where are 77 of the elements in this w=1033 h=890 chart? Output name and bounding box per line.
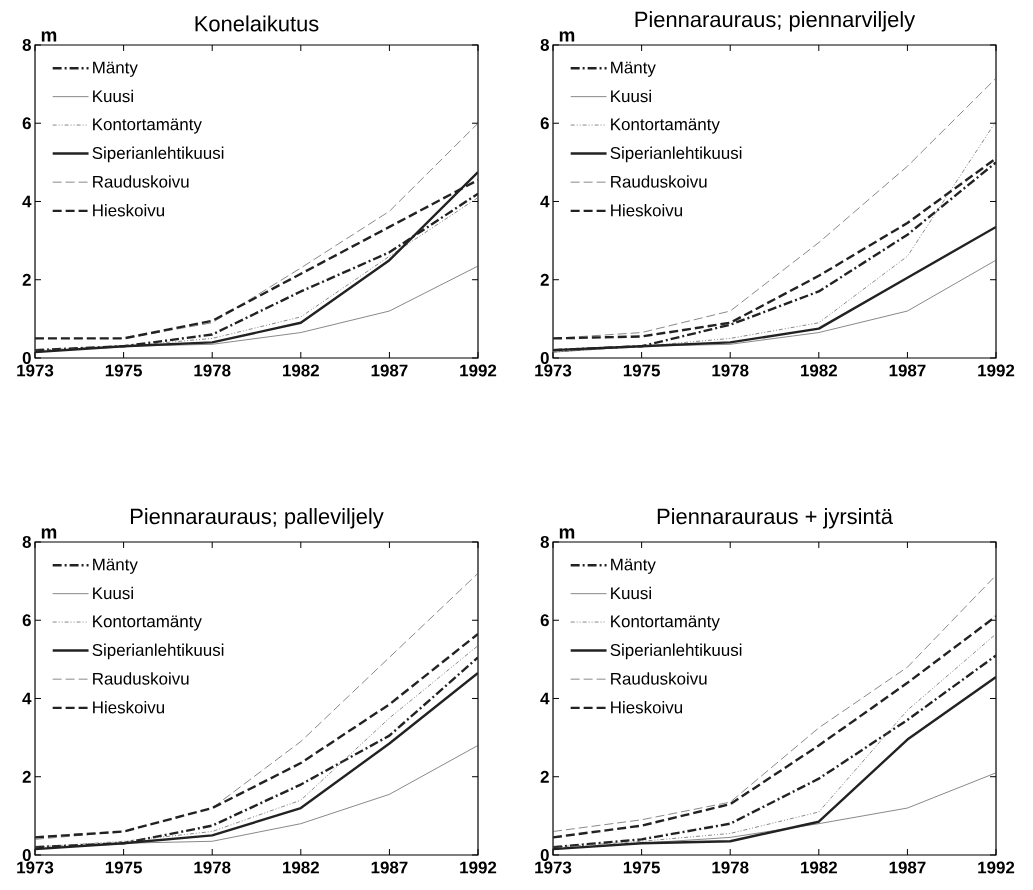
y-tick-label: 8 — [22, 38, 31, 51]
legend-label: Rauduskoivu — [93, 175, 189, 188]
y-tick-label: 4 — [22, 195, 32, 208]
x-tick-label: 1982 — [283, 364, 319, 377]
y-axis-title: m — [559, 31, 575, 42]
x-tick-label: 1992 — [978, 861, 1015, 874]
x-tick-label: 1982 — [801, 364, 837, 377]
x-tick-label: 1975 — [105, 861, 142, 874]
y-tick-label: 6 — [540, 614, 549, 627]
legend-label: Kuusi — [93, 89, 133, 103]
x-tick-label: 1975 — [105, 364, 142, 377]
legend-label: Mänty — [611, 558, 656, 574]
legend-label: Siperianlehtikuusi — [610, 643, 742, 660]
line-series — [35, 572, 479, 840]
y-tick-label: 0 — [22, 351, 31, 364]
y-tick-label: 4 — [540, 195, 550, 208]
x-tick-label: 1987 — [889, 861, 926, 874]
legend-label: Kuusi — [611, 586, 651, 600]
x-tick-label: 1987 — [371, 861, 408, 874]
y-tick-label: 0 — [22, 848, 31, 861]
y-tick-label: 8 — [22, 535, 31, 548]
y-axis-title: m — [41, 31, 57, 42]
y-tick-label: 2 — [540, 770, 549, 783]
legend-label: Kontortamänty — [93, 118, 202, 134]
legend-label: Rauduskoivu — [611, 672, 707, 685]
legend-label: Mänty — [611, 61, 656, 77]
legend-label: Hieskoivu — [93, 204, 165, 217]
y-tick-label: 0 — [540, 848, 549, 861]
y-tick-label: 2 — [540, 273, 549, 286]
legend-label: Hieskoivu — [611, 204, 683, 217]
legend-label: Siperianlehtikuusi — [92, 146, 224, 163]
y-tick-label: 4 — [22, 692, 32, 705]
x-tick-label: 1975 — [623, 364, 660, 377]
y-tick-label: 8 — [540, 535, 549, 548]
legend-label: Rauduskoivu — [93, 672, 189, 685]
legend-label: Rauduskoivu — [611, 175, 707, 188]
x-tick-label: 1992 — [978, 364, 1015, 377]
x-tick-label: 1982 — [283, 861, 319, 874]
x-tick-label: 1973 — [535, 364, 572, 377]
x-tick-label: 1992 — [460, 861, 497, 874]
x-tick-label: 1992 — [460, 364, 497, 377]
x-tick-label: 1987 — [371, 364, 408, 377]
x-tick-label: 1973 — [17, 364, 54, 377]
y-tick-label: 6 — [22, 117, 31, 130]
chart-title: Konelaikutus — [195, 15, 319, 32]
legend-label: Kuusi — [611, 89, 651, 103]
legend-label: Mänty — [93, 558, 138, 574]
y-tick-label: 0 — [540, 351, 549, 364]
y-tick-label: 6 — [540, 117, 549, 130]
y-axis-title: m — [559, 528, 575, 539]
legend-label: Kontortamänty — [93, 615, 202, 631]
legend-label: Kontortamänty — [611, 615, 720, 631]
x-tick-label: 1978 — [712, 364, 749, 377]
x-tick-label: 1975 — [623, 861, 660, 874]
y-tick-label: 2 — [22, 273, 31, 286]
x-tick-label: 1973 — [17, 861, 54, 874]
x-tick-label: 1982 — [801, 861, 837, 874]
y-tick-label: 8 — [540, 38, 549, 51]
y-axis-title: m — [41, 528, 57, 539]
x-tick-label: 1978 — [712, 861, 749, 874]
y-tick-label: 6 — [22, 614, 31, 627]
legend-label: Siperianlehtikuusi — [610, 146, 742, 163]
x-tick-label: 1978 — [194, 861, 231, 874]
legend-label: Hieskoivu — [611, 701, 683, 714]
x-tick-label: 1987 — [889, 364, 926, 377]
x-tick-label: 1978 — [194, 364, 231, 377]
legend-label: Kuusi — [93, 586, 133, 600]
y-tick-label: 4 — [540, 692, 550, 705]
legend-label: Mänty — [93, 61, 138, 77]
legend-label: Hieskoivu — [93, 701, 165, 714]
y-tick-label: 2 — [22, 770, 31, 783]
legend-label: Kontortamänty — [611, 118, 720, 134]
legend-label: Siperianlehtikuusi — [92, 643, 224, 660]
chart-title: Piennarauraus; palleviljely — [130, 508, 384, 529]
chart-title: Piennarauraus + jyrsintä — [657, 508, 893, 529]
chart-title: Piennarauraus; piennarviljely — [635, 11, 916, 32]
x-tick-label: 1973 — [535, 861, 572, 874]
